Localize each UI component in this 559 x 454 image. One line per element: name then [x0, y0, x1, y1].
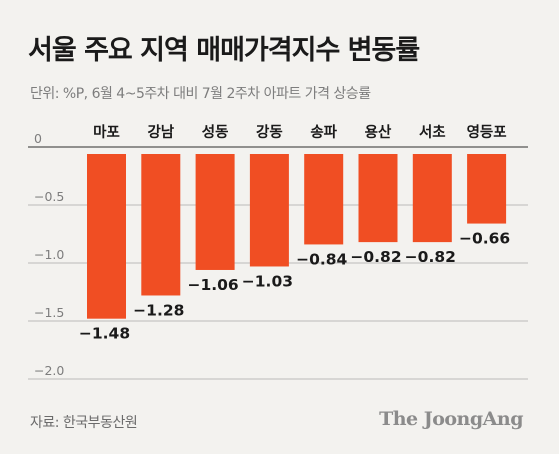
value-label: −0.66 [459, 230, 510, 248]
category-label: 송파 [310, 124, 337, 141]
y-tick-label: −1.0 [34, 247, 64, 262]
value-label: −1.28 [133, 301, 184, 319]
category-label: 강남 [147, 123, 174, 141]
bar [467, 154, 507, 224]
chart-title: 서울 주요 지역 매매가격지수 변동률 [28, 35, 420, 66]
y-tick-label: −1.5 [34, 305, 64, 320]
value-label: −0.82 [405, 248, 456, 266]
value-label: −1.03 [242, 272, 293, 290]
value-label: −0.82 [350, 248, 401, 266]
y-tick-label: −0.5 [34, 189, 64, 204]
bar [87, 154, 126, 319]
category-label: 서초 [419, 124, 446, 141]
bar [195, 154, 235, 270]
value-label: −1.06 [187, 276, 238, 294]
source-note: 자료: 한국부동산원 [30, 415, 138, 431]
y-tick-label: −2.0 [34, 363, 64, 378]
category-label: 마포 [93, 124, 120, 141]
value-label: −0.84 [296, 250, 347, 268]
bar [358, 154, 398, 243]
value-label: −1.48 [79, 325, 130, 343]
chart-subtitle: 단위: %P, 6월 4~5주차 대비 7월 2주차 아파트 가격 상승률 [30, 86, 371, 102]
brand-logo: The JoongAng [379, 408, 523, 430]
bar [141, 154, 181, 296]
bar [304, 154, 344, 245]
bar [412, 154, 452, 243]
bar [249, 154, 289, 267]
category-label: 강동 [256, 123, 283, 141]
category-label: 성동 [202, 123, 229, 141]
category-label: 영등포 [467, 123, 507, 141]
category-label: 용산 [365, 124, 392, 141]
y-tick-label: 0 [34, 131, 42, 146]
